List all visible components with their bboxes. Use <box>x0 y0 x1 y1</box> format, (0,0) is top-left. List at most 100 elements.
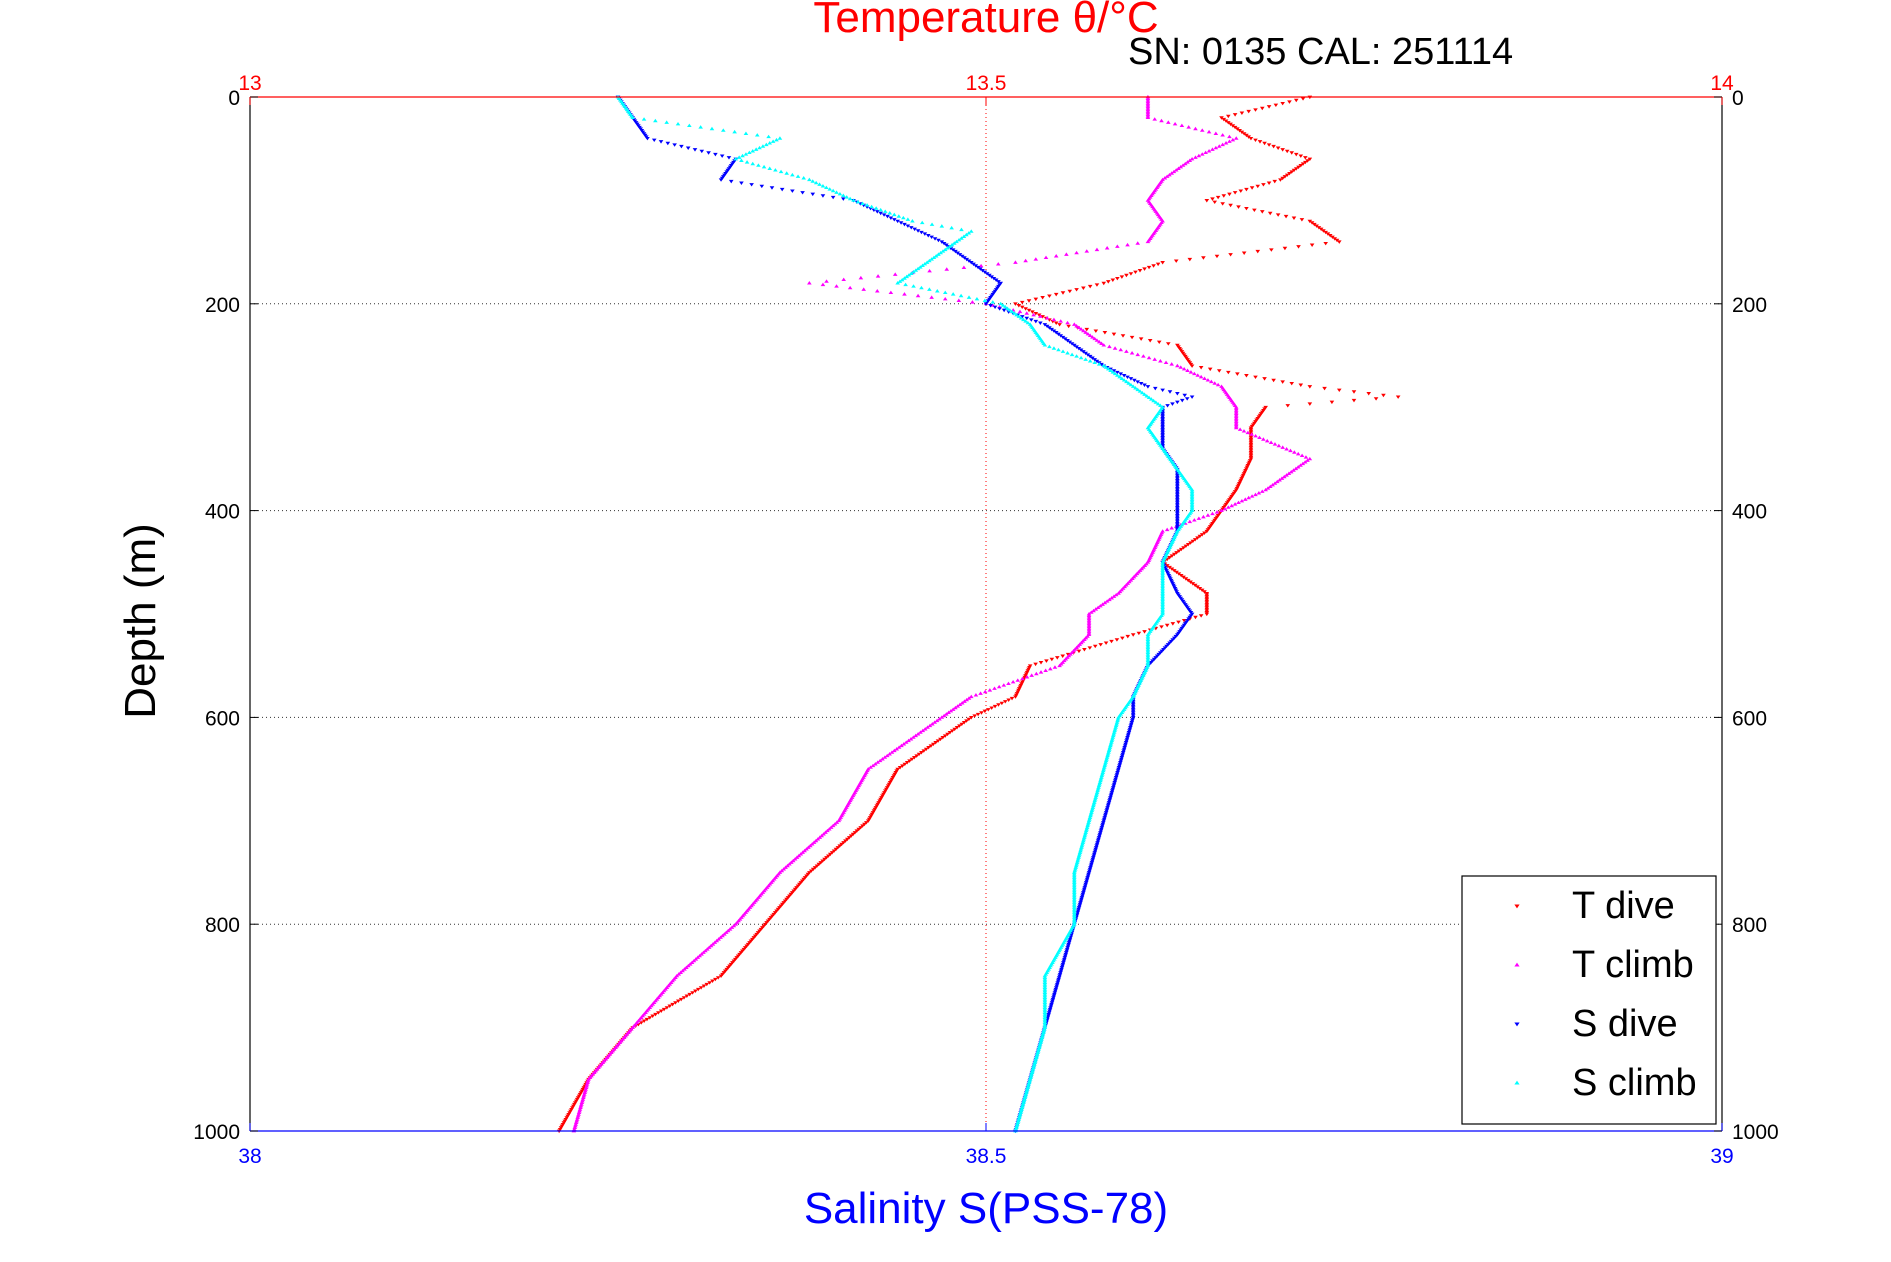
marker-t-climb <box>906 738 911 743</box>
marker-t-climb <box>1006 681 1011 686</box>
marker-s-climb <box>1032 1062 1037 1066</box>
marker-s-climb <box>924 260 930 264</box>
marker-t-climb <box>1201 514 1206 519</box>
marker-s-climb <box>919 285 924 290</box>
marker-s-climb <box>913 268 919 272</box>
marker-t-dive <box>972 714 977 718</box>
marker-s-climb <box>1028 1073 1034 1078</box>
marker-s-climb <box>1110 370 1116 374</box>
marker-s-climb <box>1014 312 1019 317</box>
marker-s-climb <box>1031 1063 1037 1068</box>
marker-s-dive <box>1019 315 1025 319</box>
marker-s-dive <box>989 275 994 279</box>
marker-t-climb <box>1092 336 1098 341</box>
marker-t-dive <box>650 1014 655 1018</box>
marker-t-climb <box>794 855 800 859</box>
marker-t-dive <box>1255 249 1261 254</box>
marker-t-dive <box>1033 297 1039 302</box>
marker-t-dive <box>1219 116 1224 120</box>
marker-t-dive <box>681 996 687 1000</box>
marker-t-dive <box>1204 199 1210 203</box>
marker-s-climb <box>964 232 969 237</box>
marker-t-dive <box>979 711 984 715</box>
marker-t-climb <box>575 1113 581 1118</box>
marker-s-climb <box>1094 790 1100 794</box>
marker-s-climb <box>1101 765 1107 769</box>
marker-t-climb <box>1227 134 1232 139</box>
marker-s-climb <box>1036 1045 1042 1049</box>
marker-t-climb <box>676 972 682 976</box>
marker-t-climb <box>942 296 948 301</box>
marker-s-climb <box>1017 1112 1023 1116</box>
marker-t-dive <box>1040 296 1045 300</box>
marker-t-climb <box>790 858 796 863</box>
marker-t-dive <box>1283 214 1289 219</box>
marker-t-dive <box>1298 383 1304 387</box>
marker-t-climb <box>802 848 807 853</box>
marker-s-climb <box>1089 810 1094 814</box>
marker-t-dive <box>1284 173 1290 178</box>
marker-t-dive <box>1246 135 1251 139</box>
marker-t-climb <box>1263 487 1268 492</box>
marker-t-climb <box>1268 484 1273 489</box>
marker-t-climb <box>1111 594 1117 598</box>
marker-t-climb <box>1176 166 1181 170</box>
marker-t-climb <box>1107 344 1112 349</box>
marker-t-dive <box>667 1004 673 1008</box>
marker-t-climb <box>1178 365 1184 369</box>
marker-t-climb <box>1259 489 1265 493</box>
marker-t-dive <box>1289 170 1295 174</box>
marker-t-climb <box>1098 603 1103 608</box>
marker-s-dive <box>878 211 883 216</box>
marker-t-climb <box>1257 435 1262 440</box>
marker-t-climb <box>1279 476 1285 480</box>
marker-t-dive <box>1307 402 1313 406</box>
marker-s-dive <box>1138 381 1144 386</box>
marker-t-climb <box>1118 347 1124 352</box>
marker-t-climb <box>1186 125 1191 129</box>
marker-t-climb <box>1076 325 1082 330</box>
marker-t-climb <box>1187 158 1193 163</box>
marker-t-dive <box>1026 299 1032 303</box>
marker-s-climb <box>1098 778 1103 783</box>
marker-t-climb <box>1074 250 1079 255</box>
marker-s-dive <box>895 219 900 224</box>
marker-t-climb <box>929 295 934 299</box>
marker-t-climb <box>804 847 809 851</box>
marker-t-climb <box>1222 506 1228 511</box>
marker-s-dive <box>679 144 684 149</box>
marker-t-climb <box>1094 247 1100 252</box>
marker-s-climb <box>1047 344 1052 349</box>
marker-s-climb <box>1000 303 1006 307</box>
marker-t-climb <box>1104 246 1110 250</box>
marker-t-dive <box>1169 554 1175 558</box>
marker-t-dive <box>1111 332 1117 337</box>
marker-t-climb <box>961 265 967 269</box>
marker-t-dive <box>1323 241 1328 246</box>
marker-s-climb <box>1137 389 1143 393</box>
marker-t-climb <box>1226 505 1231 509</box>
marker-t-climb <box>899 743 904 748</box>
marker-s-dive <box>912 227 917 232</box>
marker-t-climb <box>682 967 687 971</box>
marker-t-dive <box>1183 544 1189 549</box>
marker-t-dive <box>1207 367 1213 372</box>
marker-t-climb <box>572 1125 578 1130</box>
marker-s-climb <box>1117 374 1122 379</box>
marker-t-climb <box>915 293 921 298</box>
marker-t-dive <box>687 992 693 997</box>
marker-s-climb <box>1102 763 1108 768</box>
marker-t-climb <box>1109 596 1114 600</box>
marker-s-dive <box>1001 308 1007 313</box>
marker-s-dive <box>1175 400 1180 405</box>
marker-s-climb <box>1025 1083 1031 1088</box>
marker-s-climb <box>1016 314 1022 318</box>
marker-t-climb <box>825 828 830 833</box>
marker-t-climb <box>1272 442 1278 446</box>
marker-t-climb <box>1175 363 1180 368</box>
marker-t-climb <box>1101 343 1107 347</box>
marker-t-climb <box>1091 608 1096 613</box>
marker-s-climb <box>1090 807 1095 811</box>
marker-s-dive <box>992 305 998 310</box>
marker-t-dive <box>1109 639 1114 644</box>
